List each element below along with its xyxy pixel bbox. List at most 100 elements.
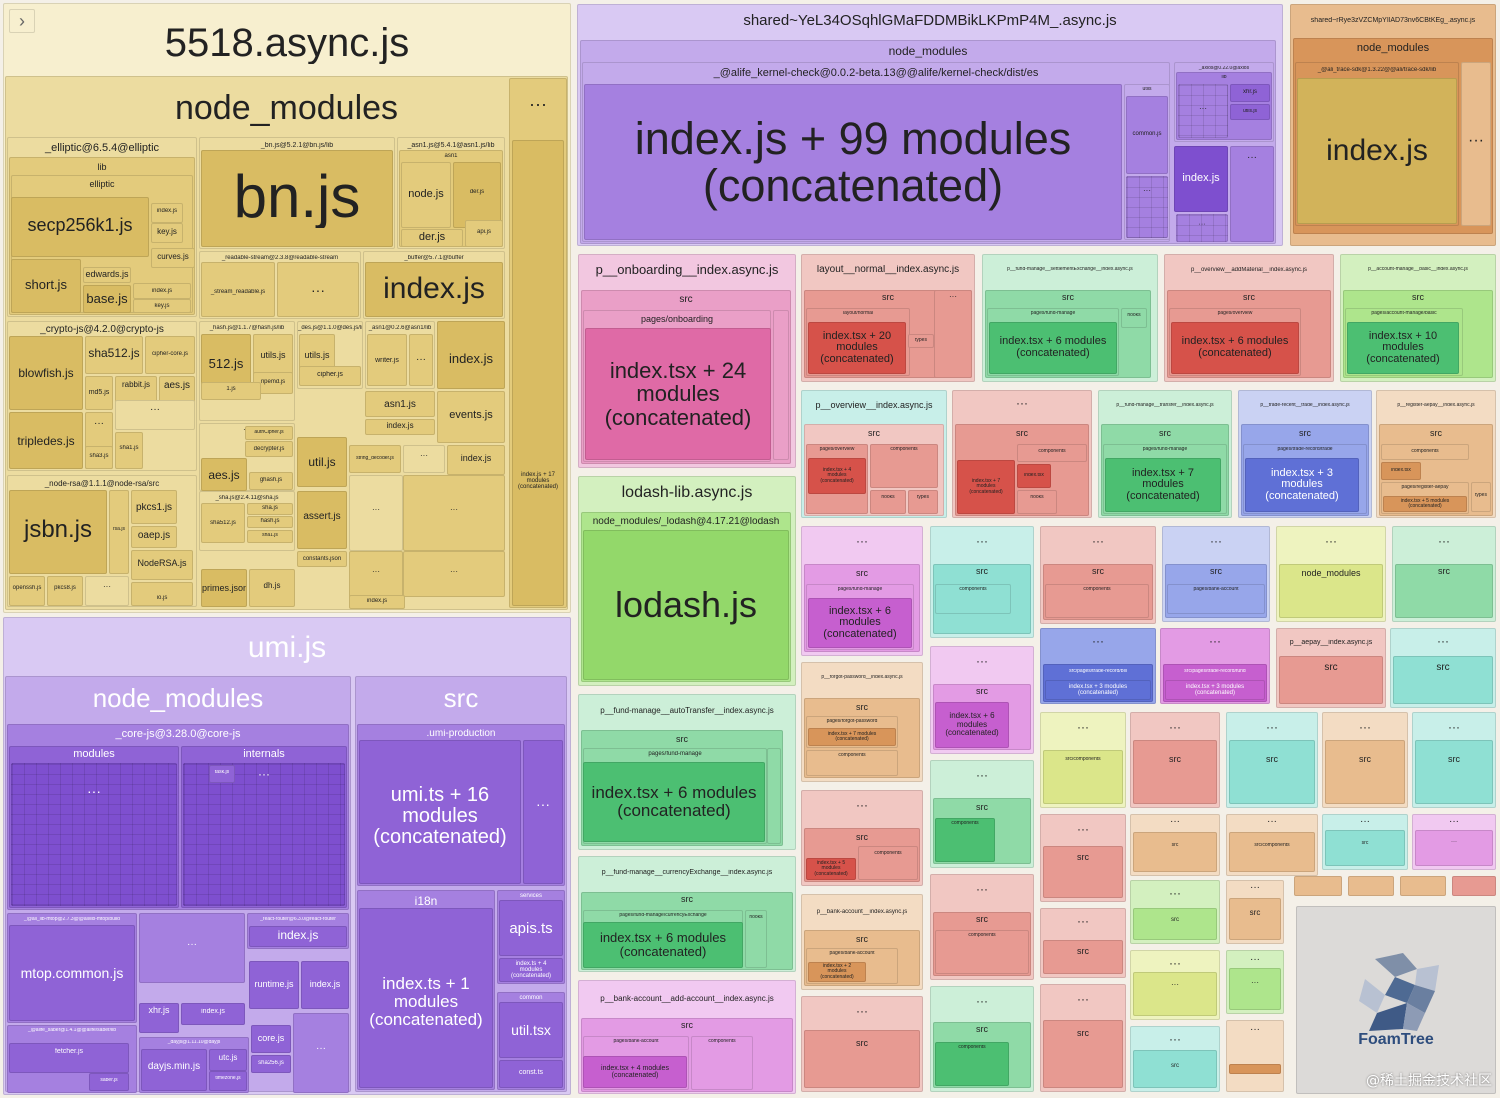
transfer-concat[interactable]: index.tsx + 7 modules (concatenated)	[1105, 458, 1221, 512]
elliptic-key2[interactable]: key.js	[133, 299, 191, 313]
primes[interactable]: primes.json	[201, 569, 247, 607]
shared2-misc[interactable]: ···	[1461, 62, 1491, 226]
teal-2-src[interactable]: src	[1229, 740, 1315, 804]
red-5-src[interactable]: src	[1043, 846, 1123, 898]
bank-add-components[interactable]: components	[691, 1036, 753, 1090]
trade-fund-concat[interactable]: index.tsx + 3 modules (concatenated)	[1165, 680, 1265, 700]
events[interactable]: events.js	[437, 391, 505, 443]
fund-purple-concat[interactable]: index.tsx + 6 modules (concatenated)	[808, 598, 912, 648]
red-6-comp[interactable]: components	[935, 930, 1029, 974]
short[interactable]: short.js	[11, 259, 81, 313]
umi-misc1[interactable]: ···	[139, 913, 245, 983]
lodash-js[interactable]: lodash.js	[583, 530, 789, 680]
blue-1-dir[interactable]: pages/bank-account	[1167, 584, 1265, 614]
account-basic-concat[interactable]: index.tsx + 10 modules (concatenated)	[1347, 322, 1459, 374]
string-decoder[interactable]: string_decoder.js	[349, 445, 401, 473]
c5518-concat-label[interactable]: index.js + 17 modules (concatenated)	[512, 140, 564, 606]
red-components[interactable]: components	[1017, 444, 1087, 462]
auto-transfer-side[interactable]	[767, 748, 781, 844]
forgot-concat[interactable]: index.tsx + 7 modules (concatenated)	[808, 728, 896, 746]
dh[interactable]: dh.js	[249, 569, 295, 607]
bank-add-concat[interactable]: index.tsx + 4 modules (concatenated)	[583, 1056, 687, 1088]
umi-src-misc[interactable]: ···	[523, 740, 563, 884]
readable-misc[interactable]: ···	[277, 262, 359, 317]
overview-concat[interactable]: index.tsx + 4 modules (concatenated)	[808, 458, 866, 494]
common-js[interactable]: common.js	[1126, 96, 1168, 174]
rsa-misc[interactable]: ···	[85, 576, 129, 606]
elliptic-key[interactable]: key.js	[151, 223, 183, 243]
asn1-der[interactable]: der.js	[453, 162, 501, 228]
forgot-components[interactable]: components	[806, 750, 898, 776]
curves[interactable]: curves.js	[151, 248, 195, 268]
cipher-core[interactable]: cipher-core.js	[145, 336, 195, 374]
md5[interactable]: md5.js	[85, 376, 113, 410]
dayjs[interactable]: dayjs.min.js	[141, 1049, 207, 1091]
green-5-src[interactable]: ···	[1229, 968, 1281, 1010]
onboarding-side[interactable]	[773, 310, 789, 460]
core-js2[interactable]: core.js	[251, 1025, 291, 1053]
oaep[interactable]: oaep.js	[131, 526, 177, 548]
currency-hooks[interactable]: hooks	[745, 910, 767, 968]
c5518-misc3[interactable]: ···	[403, 475, 505, 551]
services-concat[interactable]: index.ts + 4 modules (concatenated)	[499, 958, 563, 982]
elliptic-index[interactable]: index.js	[151, 203, 183, 223]
settlement-hooks[interactable]: hooks	[1121, 308, 1147, 328]
tripledes[interactable]: tripledes.js	[9, 412, 83, 469]
saber[interactable]: saber.js	[89, 1073, 129, 1091]
fetcher[interactable]: fetcher.js	[9, 1043, 129, 1073]
noderesa[interactable]: NodeRSA.js	[131, 550, 193, 580]
c5518-index-small[interactable]: index.js	[349, 595, 405, 609]
auto-transfer-concat[interactable]: index.tsx + 6 modules (concatenated)	[583, 762, 765, 842]
teal-5-src[interactable]: src	[1325, 830, 1405, 866]
purple-3-src[interactable]: ···	[1415, 830, 1493, 866]
teal-1-comp[interactable]: components	[935, 584, 1011, 614]
assert[interactable]: assert.js	[297, 491, 347, 549]
shared1-index[interactable]: index.js	[1174, 146, 1228, 212]
tiny-2[interactable]	[1348, 876, 1394, 896]
stream-readable[interactable]: _stream_readable.js	[201, 262, 275, 317]
register-components[interactable]: components	[1381, 444, 1469, 460]
pkcs1[interactable]: pkcs1.js	[131, 490, 177, 524]
base[interactable]: base.js	[83, 285, 131, 313]
bn-js[interactable]: bn.js	[201, 150, 393, 247]
red-8-src[interactable]: src	[804, 1030, 920, 1088]
auth-cipher[interactable]: authCipher.js	[245, 426, 293, 440]
asn1-index[interactable]: index.js	[365, 419, 435, 435]
asn1old-writer[interactable]: writer.js	[367, 334, 407, 386]
red-2-comp[interactable]: components	[1045, 584, 1149, 618]
hash-1[interactable]: 1.js	[201, 382, 261, 400]
register-index-tsx[interactable]: index.tsx	[1381, 462, 1421, 480]
green-3-src[interactable]: src	[1393, 656, 1493, 704]
yellow-2-dir[interactable]: src/components	[1043, 750, 1123, 804]
layout-types[interactable]: types	[908, 334, 934, 348]
orange-6[interactable]: ···	[1226, 1020, 1284, 1092]
red-4-comp[interactable]: components	[858, 846, 918, 880]
add-material-concat[interactable]: index.tsx + 6 modules (concatenated)	[1171, 322, 1299, 374]
green-4-src[interactable]: src	[1133, 908, 1217, 940]
asn1old-index[interactable]: index.js	[437, 321, 505, 389]
teal-4-comp[interactable]: components	[935, 818, 995, 862]
rsa[interactable]: rsa.js	[109, 490, 129, 574]
umi-index-js2[interactable]: index.js	[301, 961, 349, 1009]
asn1-js[interactable]: asn1.js	[365, 391, 435, 417]
purple-2-concat[interactable]: index.tsx + 6 modules (concatenated)	[935, 702, 1009, 748]
asn1old-misc[interactable]: ···	[409, 334, 433, 386]
core-internals-cells[interactable]: ···	[183, 763, 345, 906]
c5518-misc1[interactable]: ···	[403, 445, 445, 473]
blowfish[interactable]: blowfish.js	[9, 336, 83, 410]
red-index-tsx[interactable]: index.tsx	[1017, 464, 1051, 488]
orange-6-bar[interactable]	[1229, 1064, 1281, 1074]
sha-hash[interactable]: hash.js	[247, 516, 293, 528]
sha-sha1[interactable]: sha1.js	[247, 530, 293, 543]
orange-3-src[interactable]: src	[1133, 832, 1217, 872]
umi-concat[interactable]: umi.ts + 16 modules (concatenated)	[359, 740, 521, 884]
kernel-misc[interactable]: ···	[1126, 176, 1168, 238]
trade-bill-concat[interactable]: index.tsx + 3 modules (concatenated)	[1045, 680, 1151, 700]
mtop-js[interactable]: mtop.common.js	[9, 925, 135, 1021]
trade-recent-concat[interactable]: index.tsx + 3 modules (concatenated)	[1245, 458, 1359, 512]
overview-components[interactable]: components	[870, 444, 938, 488]
orange-2-src[interactable]: src	[1325, 740, 1405, 804]
des-cipher[interactable]: cipher.js	[299, 366, 361, 386]
asn1-api[interactable]: api.js	[465, 220, 503, 247]
axios-utils[interactable]: utils.js	[1230, 104, 1270, 120]
